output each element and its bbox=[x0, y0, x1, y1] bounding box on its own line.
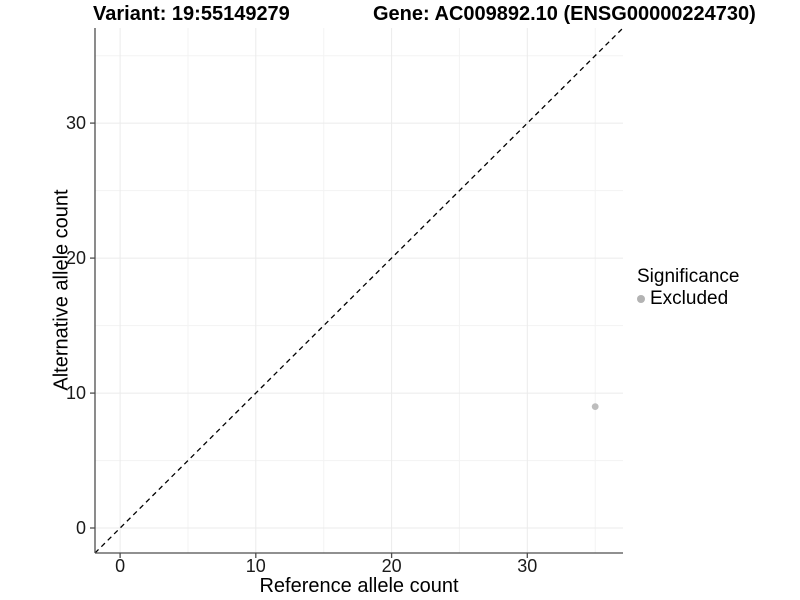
x-tick-label: 20 bbox=[382, 556, 402, 576]
y-tick-label: 30 bbox=[66, 113, 86, 133]
x-tick-label: 10 bbox=[246, 556, 266, 576]
legend-entry-label: Excluded bbox=[650, 288, 729, 309]
legend-entry-excluded: Excluded bbox=[637, 288, 739, 309]
x-axis-title: Reference allele count bbox=[259, 575, 459, 597]
legend: Significance Excluded bbox=[637, 266, 739, 309]
data-point bbox=[591, 403, 599, 410]
plot-title-gene: Gene: AC009892.10 (ENSG00000224730) bbox=[373, 3, 756, 25]
y-tick-label: 20 bbox=[66, 248, 86, 268]
y-tick-label: 0 bbox=[76, 518, 86, 538]
x-tick-label: 0 bbox=[115, 556, 125, 576]
legend-marker-circle-icon bbox=[637, 294, 645, 303]
plot-title-variant: Variant: 19:55149279 bbox=[93, 3, 290, 25]
identity-line bbox=[94, 27, 624, 554]
y-axis-title: Alternative allele count bbox=[50, 189, 73, 391]
y-tick-label: 10 bbox=[66, 383, 86, 403]
x-tick-label: 30 bbox=[517, 556, 537, 576]
legend-title: Significance bbox=[637, 266, 740, 287]
